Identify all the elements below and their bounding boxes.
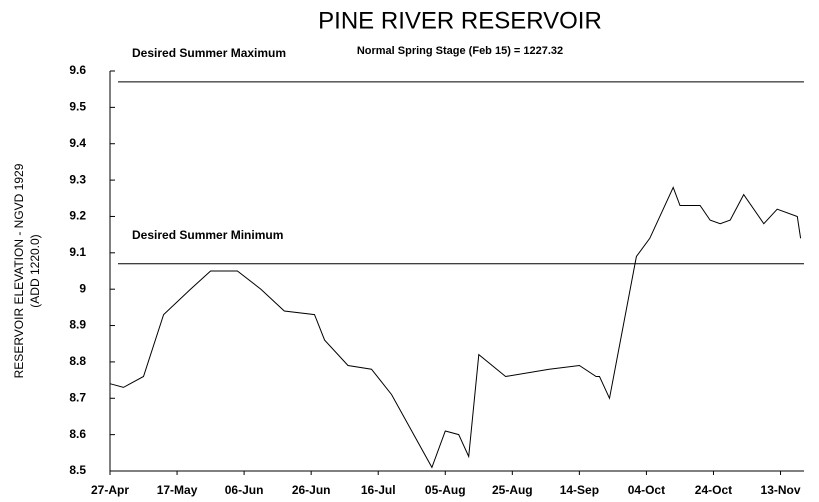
chart-subtitle: Normal Spring Stage (Feb 15) = 1227.32	[357, 45, 563, 57]
y-tick-label: 9.4	[69, 136, 86, 150]
x-tick-label: 17-May	[157, 483, 198, 497]
y-tick-label: 9.1	[69, 245, 86, 259]
y-tick-label: 8.6	[69, 427, 86, 441]
x-tick-label: 27-Apr	[91, 483, 129, 497]
y-tick-label: 9.6	[69, 63, 86, 77]
y-tick-label: 8.7	[69, 390, 86, 404]
x-tick-label: 26-Jun	[292, 483, 331, 497]
x-tick-label: 16-Jul	[361, 483, 396, 497]
y-axis-label: (ADD 1220.0)	[28, 234, 42, 307]
reference-label: Desired Summer Maximum	[132, 46, 286, 60]
y-tick-label: 9.2	[69, 209, 86, 223]
y-axis-label: RESERVOIR ELEVATION - NGVD 1929	[12, 163, 26, 378]
x-tick-label: 05-Aug	[425, 483, 466, 497]
data-line	[109, 186, 802, 469]
reference-label: Desired Summer Minimum	[132, 228, 283, 242]
y-tick-label: 8.8	[69, 354, 86, 368]
x-tick-label: 14-Sep	[560, 483, 599, 497]
x-tick-label: 25-Aug	[492, 483, 533, 497]
chart-title: PINE RIVER RESERVOIR	[318, 7, 602, 34]
y-tick-label: 9.3	[69, 172, 86, 186]
x-tick-label: 24-Oct	[695, 483, 732, 497]
y-tick-label: 9.5	[69, 100, 86, 114]
y-tick-label: 8.5	[69, 463, 86, 477]
y-tick-label: 9	[79, 281, 86, 295]
x-tick-label: 13-Nov	[761, 483, 801, 497]
x-tick-label: 06-Jun	[225, 483, 264, 497]
x-tick-label: 04-Oct	[628, 483, 665, 497]
y-tick-label: 8.9	[69, 318, 86, 332]
